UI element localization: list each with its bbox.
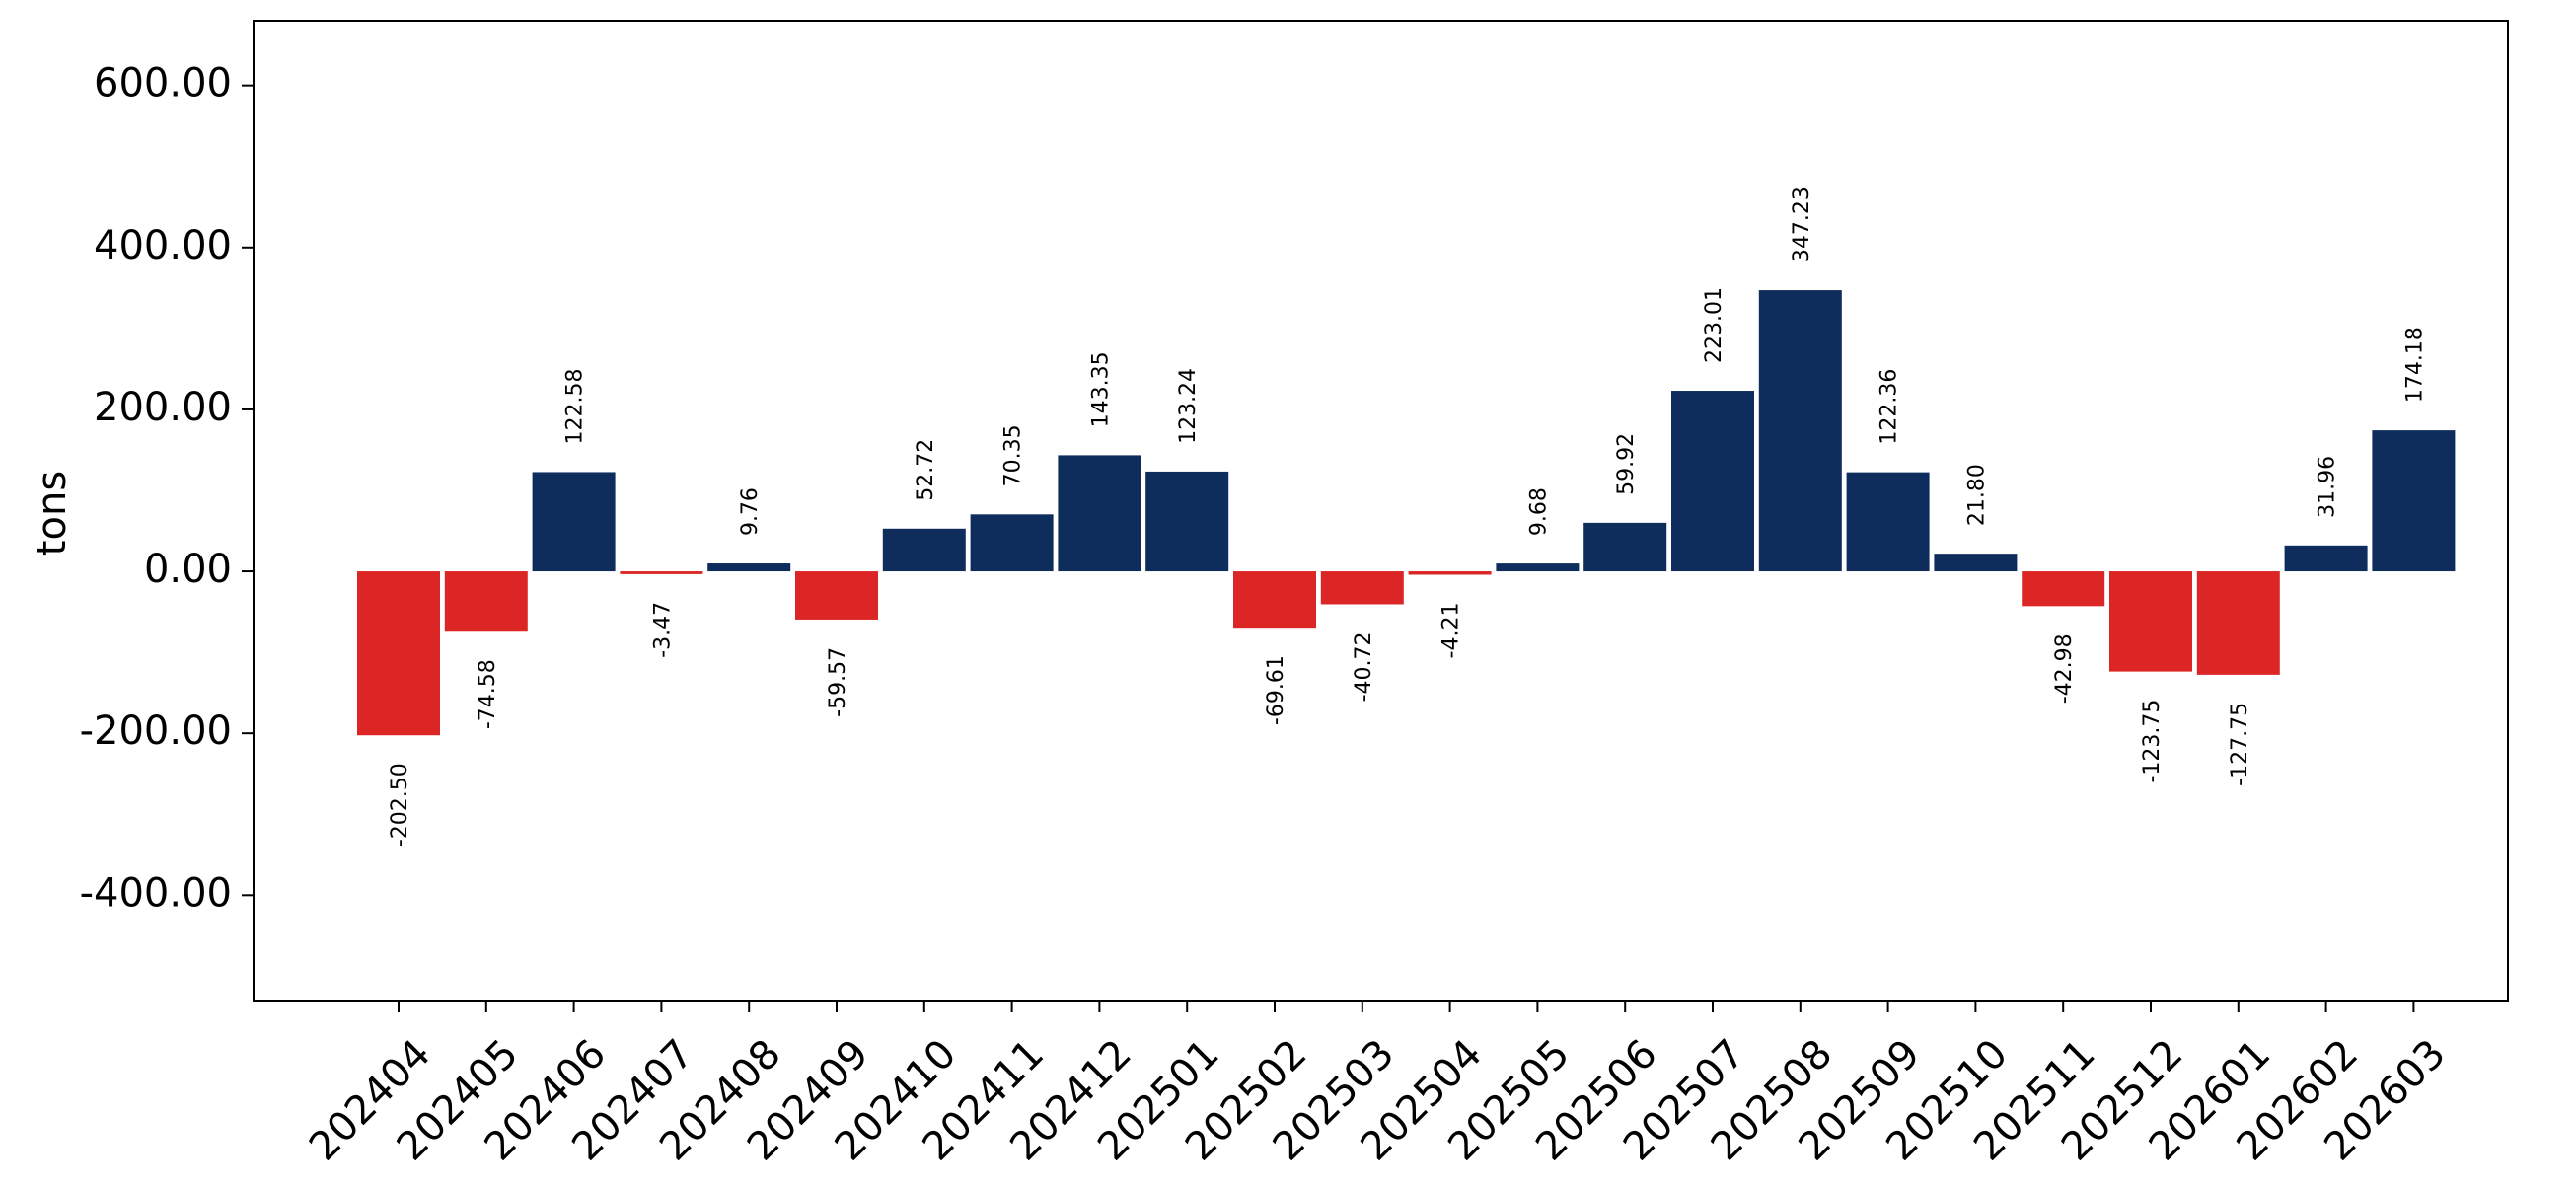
bar <box>2372 430 2456 572</box>
bar <box>620 571 703 574</box>
bar <box>1934 554 2018 572</box>
bar <box>444 571 528 632</box>
bar <box>1233 571 1316 629</box>
bar <box>2196 571 2280 675</box>
bar-value-label: -74.58 <box>476 659 500 729</box>
y-axis: -400.00 -200.00 0.00 200.00 400.00 600.00 <box>80 61 254 916</box>
bar-value-label: -40.72 <box>1352 631 1376 702</box>
bar-value-label: 21.80 <box>1964 464 1989 526</box>
plot-frame <box>253 20 2509 1002</box>
bar <box>1758 290 1842 572</box>
bar <box>1671 391 1754 572</box>
bar <box>1145 471 1229 572</box>
bar <box>707 563 791 572</box>
bar-value-label: 52.72 <box>914 439 938 501</box>
bar-value-label: 122.36 <box>1877 369 1902 445</box>
bar-value-label: 143.35 <box>1088 351 1113 427</box>
bar <box>2284 545 2368 572</box>
bar-value-label: -42.98 <box>2052 633 2077 704</box>
bar <box>2109 571 2192 672</box>
bar-value-labels: -202.50 -74.58 122.58 -3.47 9.76 -59.57 52.72 7… <box>388 186 2427 847</box>
bar-value-label: 31.96 <box>2316 456 2340 518</box>
bar <box>1320 571 1404 605</box>
bar <box>1496 563 1580 572</box>
bar-value-label: 70.35 <box>1001 424 1026 486</box>
bar-value-label: 223.01 <box>1702 287 1727 363</box>
bar <box>1846 472 1930 572</box>
bar-value-label: 9.68 <box>1526 487 1551 536</box>
bar-value-label: -4.21 <box>1439 603 1464 659</box>
bar <box>970 514 1054 572</box>
bar <box>1408 571 1492 575</box>
bar-value-label: -123.75 <box>2140 700 2165 783</box>
bar-value-label: -202.50 <box>388 763 412 847</box>
bar-value-label: -3.47 <box>650 602 675 658</box>
y-tick-label: -200.00 <box>80 708 232 754</box>
bar-value-label: 122.58 <box>563 368 588 444</box>
bar <box>357 571 440 736</box>
bar <box>2022 571 2105 607</box>
x-axis: 2024042024052024062024072024082024092024… <box>301 1001 2455 1169</box>
bar-value-label: 59.92 <box>1614 433 1639 495</box>
y-tick-label: 200.00 <box>94 385 232 430</box>
bar-value-label: -127.75 <box>2228 703 2252 786</box>
bar-value-label: 174.18 <box>2402 327 2427 403</box>
bars <box>357 290 2456 736</box>
bar <box>532 472 616 572</box>
y-tick-label: -400.00 <box>80 870 232 916</box>
y-tick-label: 0.00 <box>144 547 232 592</box>
bar <box>795 571 878 620</box>
bar <box>882 528 966 572</box>
bar-value-label: -59.57 <box>826 647 850 717</box>
bar-value-label: 123.24 <box>1176 368 1201 444</box>
bar <box>1583 522 1667 572</box>
bar <box>1058 455 1141 572</box>
bar-value-label: -69.61 <box>1264 655 1288 725</box>
y-axis-label: tons <box>30 471 75 556</box>
y-tick-label: 600.00 <box>94 61 232 107</box>
bar-value-label: 9.76 <box>738 487 763 536</box>
y-tick-label: 400.00 <box>94 223 232 268</box>
bar-value-label: 347.23 <box>1790 186 1814 262</box>
